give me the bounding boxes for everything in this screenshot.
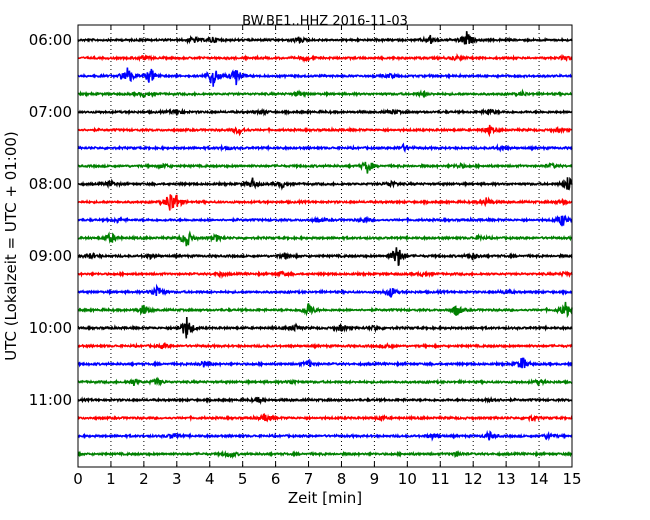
trace-0730	[77, 142, 573, 153]
plot-frame	[77, 24, 573, 468]
trace-0600	[77, 31, 573, 45]
x-tick-label: 5	[238, 470, 248, 488]
y-tick-label: 06:00	[29, 31, 72, 49]
x-tick-label: 14	[530, 470, 549, 488]
trace-0745	[77, 161, 573, 174]
y-axis-ticks: 06:00 07:00 08:00 09:00 10:00 11:00	[29, 31, 572, 409]
trace-1130	[77, 429, 573, 442]
trace-0700	[77, 107, 573, 117]
x-tick-label: 1	[106, 470, 116, 488]
trace-0830	[77, 214, 573, 227]
trace-1145	[77, 449, 573, 460]
x-tick-label: 13	[497, 470, 516, 488]
y-tick-label: 07:00	[29, 103, 72, 121]
x-axis-ticks: 0 1 2 3 4 5 6 7 8 9 10 11 12 13 14 15	[73, 25, 582, 488]
x-tick-label: 0	[73, 470, 83, 488]
x-tick-label: 4	[205, 470, 215, 488]
x-tick-label: 2	[139, 470, 149, 488]
x-tick-label: 10	[398, 470, 417, 488]
trace-0715	[77, 124, 573, 138]
trace-0615	[77, 53, 573, 64]
x-tick-label: 6	[271, 470, 281, 488]
chart-title: BW.BE1..HHZ 2016-11-03	[242, 14, 408, 29]
y-tick-label: 09:00	[29, 247, 72, 265]
seismic-traces	[77, 31, 573, 460]
trace-0630	[77, 67, 573, 87]
trace-0900	[77, 247, 573, 267]
trace-1000	[77, 316, 573, 339]
trace-1100	[77, 396, 573, 405]
trace-0945	[77, 301, 573, 319]
y-tick-label: 08:00	[29, 175, 72, 193]
x-tick-label: 9	[370, 470, 380, 488]
x-axis-label: Zeit [min]	[288, 489, 362, 507]
x-tick-label: 15	[562, 470, 581, 488]
y-tick-label: 10:00	[29, 319, 72, 337]
trace-0930	[77, 283, 573, 298]
trace-0915	[77, 270, 573, 280]
y-tick-label: 11:00	[29, 391, 72, 409]
y-axis-label: UTC (Lokalzeit = UTC + 01:00)	[2, 131, 20, 361]
x-tick-label: 12	[464, 470, 483, 488]
trace-0845	[77, 230, 573, 247]
trace-0815	[77, 194, 573, 211]
trace-1015	[77, 341, 573, 350]
x-tick-label: 3	[172, 470, 182, 488]
x-tick-label: 11	[431, 470, 450, 488]
x-tick-label: 7	[304, 470, 314, 488]
trace-1030	[77, 357, 573, 369]
trace-1115	[77, 413, 573, 423]
grid-lines	[110, 25, 540, 467]
trace-0800	[77, 176, 573, 191]
trace-0645	[77, 88, 573, 99]
trace-1045	[77, 376, 573, 387]
x-tick-label: 8	[337, 470, 347, 488]
